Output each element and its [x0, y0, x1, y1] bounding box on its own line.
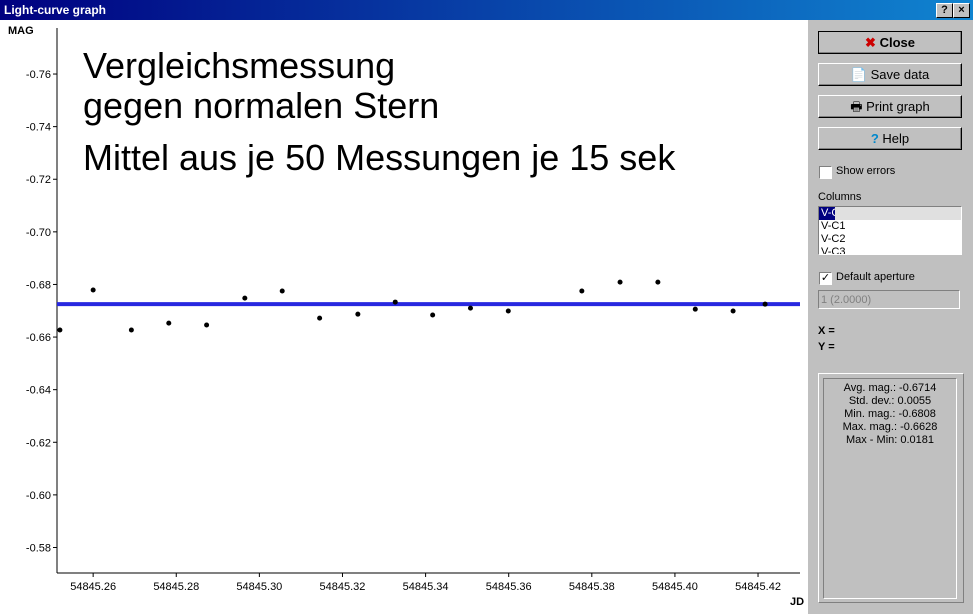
data-point — [505, 308, 511, 314]
data-point — [692, 306, 698, 312]
x-tick-label: 54845.40 — [652, 581, 698, 593]
stat-line: Std. dev.: 0.0055 — [848, 395, 932, 407]
annotation: Mittel aus je 50 Messungen je 15 sek — [83, 137, 676, 178]
data-point — [128, 327, 134, 333]
annotation: gegen normalen Stern — [83, 85, 439, 126]
button-label: Print graph — [866, 99, 930, 114]
data-point — [242, 295, 248, 301]
cursor-readout: X = — [818, 325, 835, 337]
data-point — [430, 312, 436, 318]
y-tick-label: -0.68 — [26, 279, 51, 291]
data-point — [279, 288, 285, 294]
button-label: Close — [879, 35, 915, 50]
list-item[interactable]: V-C2 — [821, 233, 846, 245]
y-tick-label: -0.58 — [26, 542, 51, 554]
y-tick-label: -0.60 — [26, 490, 51, 502]
data-point — [355, 311, 361, 317]
annotation: Vergleichsmessung — [83, 45, 395, 86]
cursor-readout: Y = — [818, 341, 835, 353]
stats-frame: Avg. mag.: -0.6714 Std. dev.: 0.0055 Min. … — [818, 373, 964, 603]
y-tick-label: -0.66 — [26, 332, 51, 344]
aperture-dropdown[interactable]: 1 (2.0000) — [818, 290, 960, 309]
checkbox-label: Show errors — [836, 165, 896, 177]
list-item[interactable]: V-C1 — [821, 220, 846, 232]
stat-line: Min. mag.: -0.6808 — [844, 408, 936, 420]
data-point — [57, 327, 63, 333]
checkbox-label: Default aperture — [836, 271, 915, 283]
x-axis-label: JD — [790, 596, 804, 608]
y-tick-label: -0.70 — [26, 227, 51, 239]
close-title-button[interactable]: × — [953, 3, 970, 18]
button-label: Help — [882, 131, 910, 146]
y-tick-label: -0.62 — [26, 437, 51, 449]
data-point — [762, 301, 768, 307]
data-point — [317, 315, 323, 321]
stats-box: Avg. mag.: -0.6714 Std. dev.: 0.0055 Min. … — [823, 378, 957, 599]
x-tick-label: 54845.26 — [70, 581, 116, 593]
button[interactable]: 🖶 Print graph — [818, 95, 962, 118]
columns-list[interactable]: V-C V-C1 V-C2 V-C3 — [818, 206, 962, 255]
stat-line: Max - Min: 0.0181 — [845, 434, 935, 446]
button[interactable]: 📄 Save data — [818, 63, 962, 86]
chart: MAG JD -0.76 -0.74 -0.72 -0.70 -0.68 -0.66 -0.… — [0, 20, 808, 614]
x-tick-label: 54845.34 — [403, 581, 449, 593]
data-point — [166, 320, 172, 326]
x-tick-label: 54845.42 — [735, 581, 781, 593]
button[interactable]: ? Help — [818, 127, 962, 150]
button-label: Save data — [870, 67, 930, 82]
stat-line: Avg. mag.: -0.6714 — [843, 382, 937, 394]
x-tick-label: 54845.32 — [320, 581, 366, 593]
help-title-button[interactable]: ? — [936, 3, 953, 18]
scrollbar[interactable] — [835, 207, 961, 220]
data-point — [730, 308, 736, 314]
title-bar: Light-curve graph — [0, 0, 973, 20]
y-tick-label: -0.64 — [26, 385, 51, 397]
button[interactable]: ✖ Close — [818, 31, 962, 54]
list-item[interactable]: V-C3 — [821, 246, 846, 255]
x-tick-label: 54845.36 — [486, 581, 532, 593]
data-point — [204, 322, 210, 328]
checkbox[interactable]: ✓ — [819, 272, 832, 285]
window-title: Light-curve graph — [4, 3, 107, 17]
data-point — [617, 279, 623, 285]
columns-label: Columns — [818, 191, 862, 203]
data-point — [579, 288, 585, 294]
data-point — [90, 287, 96, 293]
data-point — [655, 279, 661, 285]
y-axis-label: MAG — [8, 25, 34, 37]
checkbox[interactable] — [819, 166, 832, 179]
x-tick-label: 54845.30 — [236, 581, 282, 593]
stat-line: Max. mag.: -0.6628 — [842, 421, 938, 433]
x-tick-label: 54845.28 — [153, 581, 199, 593]
y-tick-label: -0.74 — [26, 122, 51, 134]
x-tick-label: 54845.38 — [569, 581, 615, 593]
data-point — [467, 305, 473, 311]
y-tick-label: -0.76 — [26, 69, 51, 81]
data-point — [392, 299, 398, 305]
y-tick-label: -0.72 — [26, 174, 51, 186]
